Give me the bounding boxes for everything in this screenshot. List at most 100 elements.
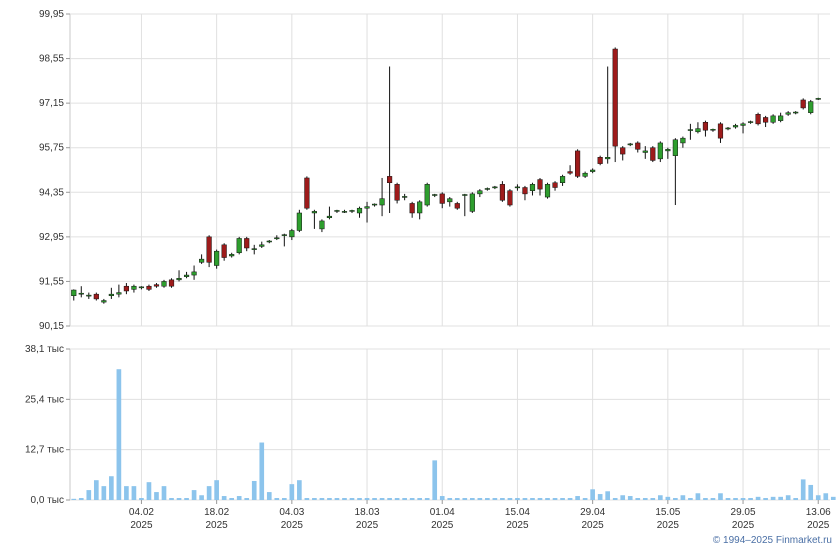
volume-bar [755, 496, 761, 500]
candle-body [454, 203, 460, 209]
candle-body [657, 142, 663, 160]
candle-body [161, 281, 167, 287]
candle-body [364, 206, 370, 209]
volume-bar [815, 495, 821, 500]
candle-body [108, 293, 114, 297]
candle-body [575, 150, 581, 177]
volume-bar [612, 498, 618, 500]
volume-bar [642, 498, 648, 500]
date-tick-year: 2025 [206, 520, 229, 531]
candle-body [620, 147, 626, 155]
candle-body [78, 292, 84, 295]
volume-bar [545, 498, 550, 500]
volume-tick-label: 12,7 тыс [25, 445, 64, 456]
candle-body [567, 171, 573, 174]
volume-bar [590, 489, 595, 500]
candle-body [296, 212, 302, 231]
candle-body [680, 137, 686, 144]
date-tick-year: 2025 [130, 520, 153, 531]
candle-body [319, 220, 325, 230]
volume-bar [214, 480, 219, 500]
date-tick-label: 29.05 [731, 507, 756, 518]
date-tick-year: 2025 [356, 520, 379, 531]
candle-body [356, 207, 363, 214]
candle-body [409, 203, 415, 214]
candle-body [311, 211, 317, 214]
volume-bar [725, 498, 731, 500]
volume-bar [78, 498, 84, 500]
candle-body [793, 111, 799, 114]
volume-bar [342, 498, 347, 500]
candle-body [507, 190, 513, 206]
volume-bar [297, 480, 302, 500]
candle-body [492, 186, 498, 189]
volume-bar [657, 495, 663, 500]
candle-body [763, 117, 769, 123]
volume-bar [312, 498, 317, 500]
candle-body [717, 123, 724, 139]
candle-body [514, 186, 521, 189]
candle-body [642, 150, 648, 153]
date-tick-year: 2025 [732, 520, 755, 531]
candle-body [755, 114, 761, 125]
copyright-text: © 1994–2025 Finmarket.ru [712, 535, 832, 546]
volume-bar [447, 498, 453, 500]
price-tick-label: 99,95 [39, 9, 64, 20]
volume-bar [154, 492, 159, 500]
volume-bar [673, 498, 678, 500]
candle-body [244, 238, 250, 249]
candle-body [86, 294, 92, 297]
date-tick-label: 18.02 [204, 507, 229, 518]
candle-body [334, 210, 340, 212]
volume-bar [605, 491, 611, 500]
candle-body [168, 279, 175, 287]
volume-bar [830, 496, 836, 500]
volume-bar [116, 369, 122, 500]
candle-body [590, 169, 596, 172]
volume-bar [93, 480, 99, 500]
candle-body [394, 184, 400, 201]
candle-body [326, 215, 333, 219]
price-tick-label: 98,55 [39, 54, 64, 65]
volume-bar [184, 498, 189, 500]
volume-bar [477, 498, 483, 500]
candle-body [236, 238, 242, 254]
volume-bar [567, 498, 573, 500]
candle-body [544, 184, 551, 198]
candle-body [597, 157, 603, 164]
volume-bar [432, 460, 438, 500]
volume-bar [575, 496, 580, 500]
candle-body [650, 147, 656, 161]
volume-bar [507, 498, 513, 500]
volume-bar [800, 479, 806, 500]
candle-body [702, 121, 709, 131]
volume-bar [492, 498, 498, 500]
candle-body [672, 139, 678, 156]
candle-body [304, 177, 310, 209]
volume-bar [778, 496, 783, 500]
volume-bar [229, 498, 235, 500]
volume-bar [733, 498, 738, 500]
volume-bar [71, 498, 77, 500]
volume-bar [785, 495, 791, 500]
date-tick-label: 04.02 [129, 507, 154, 518]
candle-body [687, 129, 693, 131]
candle-body [221, 244, 227, 258]
candle-body [605, 157, 611, 160]
volume-bar [169, 498, 174, 500]
candle-body [635, 142, 641, 150]
date-tick-label: 04.03 [279, 507, 304, 518]
candle-body [800, 99, 806, 109]
date-tick-year: 2025 [582, 520, 605, 531]
volume-bar [86, 490, 92, 500]
candle-body [402, 196, 408, 198]
volume-bar [334, 498, 340, 500]
volume-bar [394, 498, 400, 500]
candle-body [537, 179, 543, 190]
candle-body [665, 149, 671, 152]
volume-bar [710, 498, 716, 500]
candle-body [71, 289, 77, 297]
candle-body [627, 143, 633, 146]
candle-body [206, 236, 212, 263]
